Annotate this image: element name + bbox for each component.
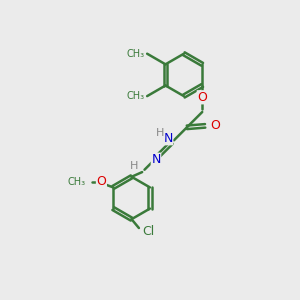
- Text: CH₃: CH₃: [126, 49, 144, 59]
- Text: O: O: [211, 119, 220, 132]
- Text: O: O: [97, 175, 106, 188]
- Text: N: N: [151, 153, 161, 166]
- Text: Cl: Cl: [142, 225, 154, 238]
- Text: H: H: [156, 128, 165, 138]
- Text: CH₃: CH₃: [126, 91, 144, 101]
- Text: CH₃: CH₃: [68, 177, 86, 187]
- Text: O: O: [197, 91, 207, 104]
- Text: N: N: [164, 132, 173, 145]
- Text: H: H: [130, 160, 138, 171]
